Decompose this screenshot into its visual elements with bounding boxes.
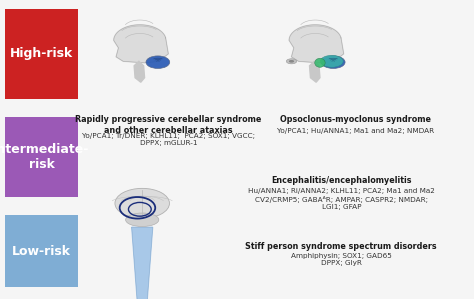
Text: Stiff person syndrome spectrum disorders: Stiff person syndrome spectrum disorders (246, 242, 437, 251)
Ellipse shape (146, 56, 170, 68)
Ellipse shape (115, 188, 169, 218)
Ellipse shape (286, 59, 297, 64)
Text: Opsoclonus-myoclonus syndrome: Opsoclonus-myoclonus syndrome (280, 115, 431, 124)
FancyBboxPatch shape (5, 9, 78, 99)
Polygon shape (134, 61, 145, 82)
Polygon shape (114, 25, 168, 63)
Text: Yo/PCA1; Hu/ANNA1; Ma1 and Ma2; NMDAR: Yo/PCA1; Hu/ANNA1; Ma1 and Ma2; NMDAR (277, 128, 434, 134)
FancyBboxPatch shape (5, 215, 78, 287)
Text: Intermediate-
risk: Intermediate- risk (0, 143, 90, 171)
Text: Rapidly progressive cerebellar syndrome
and other cerebellar ataxias: Rapidly progressive cerebellar syndrome … (75, 115, 262, 135)
Text: Low-risk: Low-risk (12, 245, 71, 258)
Ellipse shape (289, 60, 294, 62)
Text: Amphiphysin; SOX1; GAD65
DPPX; GlyR: Amphiphysin; SOX1; GAD65 DPPX; GlyR (291, 253, 392, 266)
Polygon shape (310, 61, 320, 82)
FancyBboxPatch shape (5, 117, 78, 197)
Ellipse shape (126, 213, 159, 227)
Polygon shape (132, 227, 153, 299)
Text: Hu/ANNA1; Ri/ANNA2; KLHL11; PCA2; Ma1 and Ma2
CV2/CRMP5; GABAᴬR; AMPAR; CASPR2; : Hu/ANNA1; Ri/ANNA2; KLHL11; PCA2; Ma1 an… (248, 188, 435, 210)
Text: Yo/PCA1; Tr/DNER; KLHL11;  PCA2; SOX1; VGCC;
DPPX; mGLUR-1: Yo/PCA1; Tr/DNER; KLHL11; PCA2; SOX1; VG… (82, 133, 255, 146)
Polygon shape (289, 25, 344, 63)
Ellipse shape (321, 56, 345, 68)
Text: Encephalitis/encephalomyelitis: Encephalitis/encephalomyelitis (271, 176, 411, 185)
Ellipse shape (320, 55, 343, 67)
Text: High-risk: High-risk (10, 47, 73, 60)
Ellipse shape (315, 58, 325, 67)
